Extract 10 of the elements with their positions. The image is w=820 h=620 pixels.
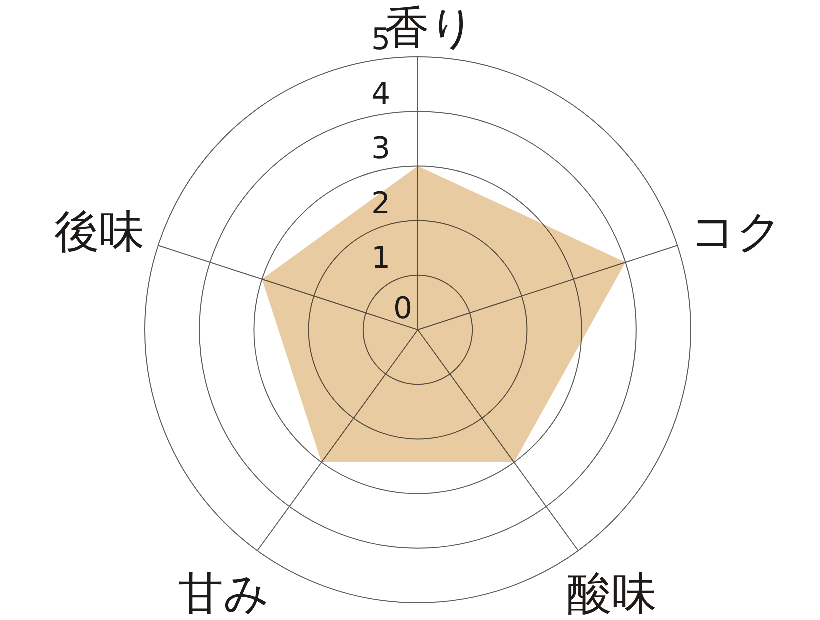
spoke-label: 後味 bbox=[54, 205, 145, 258]
spoke-label: 甘み bbox=[178, 567, 270, 620]
spoke-label: 香り bbox=[384, 1, 476, 54]
spoke-label: コク bbox=[690, 205, 782, 258]
y-tick-label: 4 bbox=[371, 77, 391, 112]
y-tick-label: 3 bbox=[371, 132, 391, 167]
y-tick-label: 2 bbox=[371, 186, 391, 222]
spoke-label: 酸味 bbox=[566, 567, 657, 620]
y-tick-label: 1 bbox=[371, 240, 391, 276]
y-tick-label: 0 bbox=[393, 292, 413, 326]
